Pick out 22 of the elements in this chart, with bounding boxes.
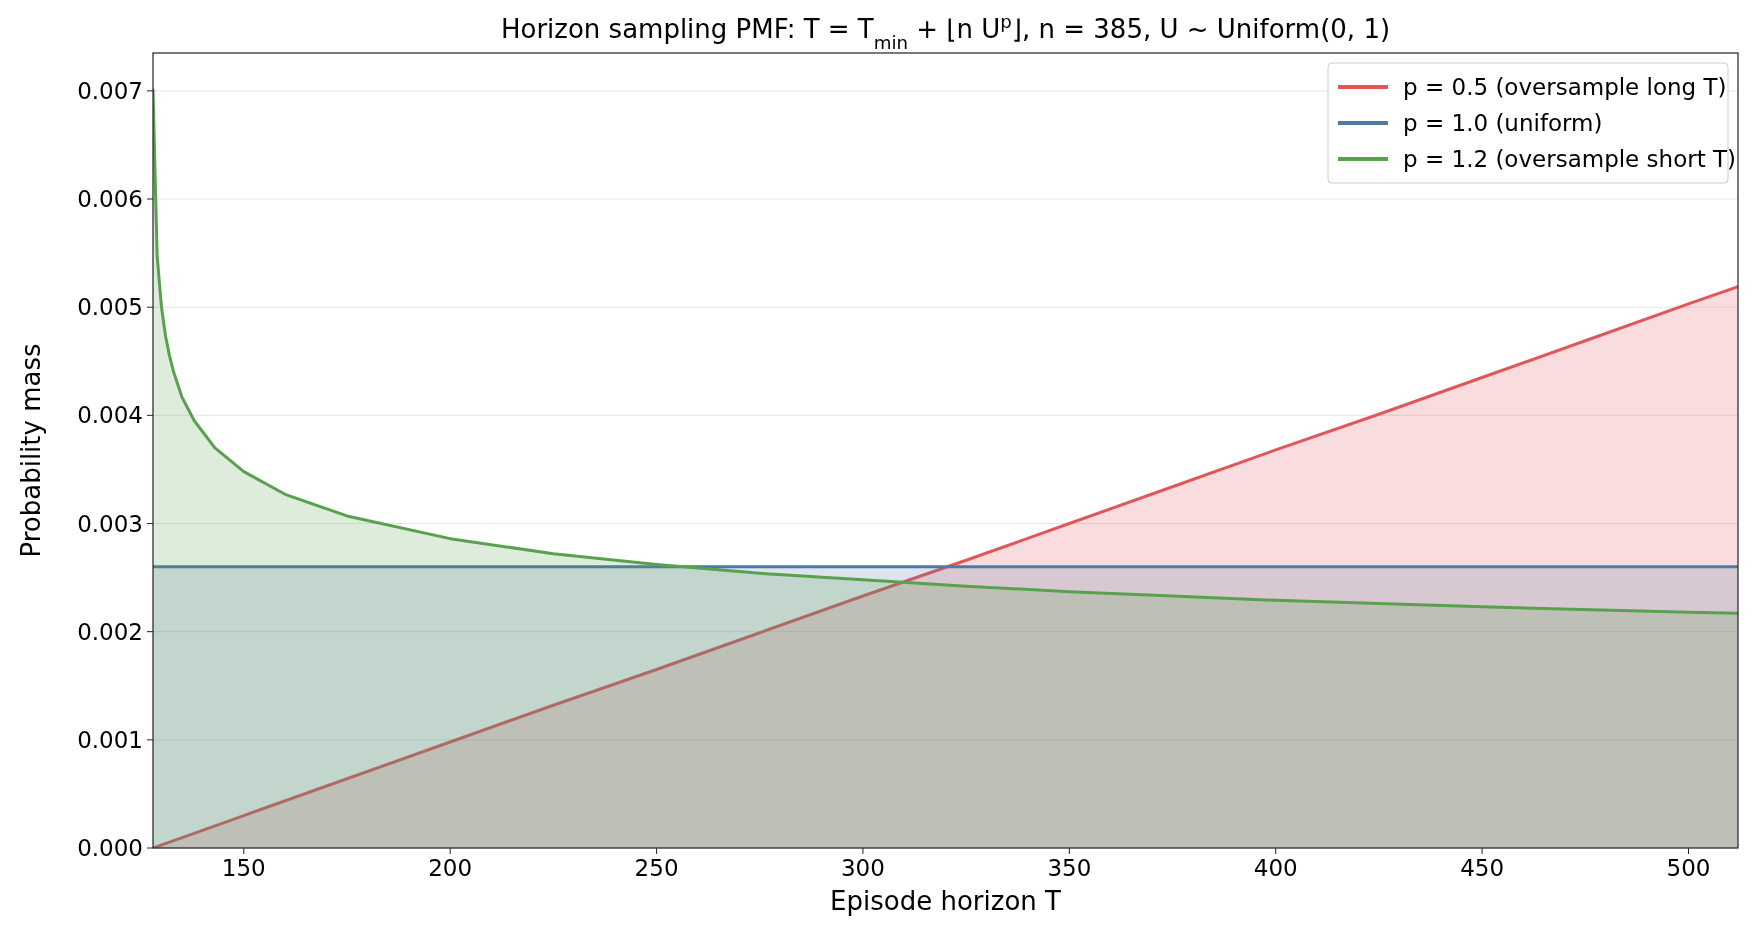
x-tick-label: 350 <box>1047 855 1092 881</box>
y-tick-label: 0.004 <box>77 402 143 429</box>
legend-label: p = 1.0 (uniform) <box>1403 110 1603 136</box>
x-tick-label: 400 <box>1253 855 1298 881</box>
y-tick-label: 0.001 <box>77 726 143 753</box>
x-tick-label: 500 <box>1666 855 1711 881</box>
x-tick-label: 300 <box>840 855 885 881</box>
legend-label: p = 0.5 (oversample long T) <box>1403 74 1727 100</box>
chart-title: Horizon sampling PMF: T = T$_{min}$ + ⌊n U$^{p}$⌋, n = 385, U ~ Uniform(0, 1) <box>500 10 1391 53</box>
x-tick-label: 200 <box>428 855 473 881</box>
y-tick-label: 0.002 <box>77 618 143 645</box>
y-tick-label: 0.003 <box>77 510 143 537</box>
y-axis-title: Probability mass <box>16 343 46 558</box>
y-tick-label: 0.005 <box>77 294 143 321</box>
y-tick-label: 0.007 <box>77 77 143 104</box>
x-tick-label: 250 <box>634 855 679 881</box>
x-tick-label: 150 <box>221 855 266 881</box>
legend-label: p = 1.2 (oversample short T) <box>1403 146 1737 172</box>
y-tick-label: 0.006 <box>77 186 143 213</box>
x-tick-label: 450 <box>1460 855 1505 881</box>
y-tick-label: 0.000 <box>77 835 143 861</box>
x-axis-title: Episode horizon T <box>830 886 1062 916</box>
